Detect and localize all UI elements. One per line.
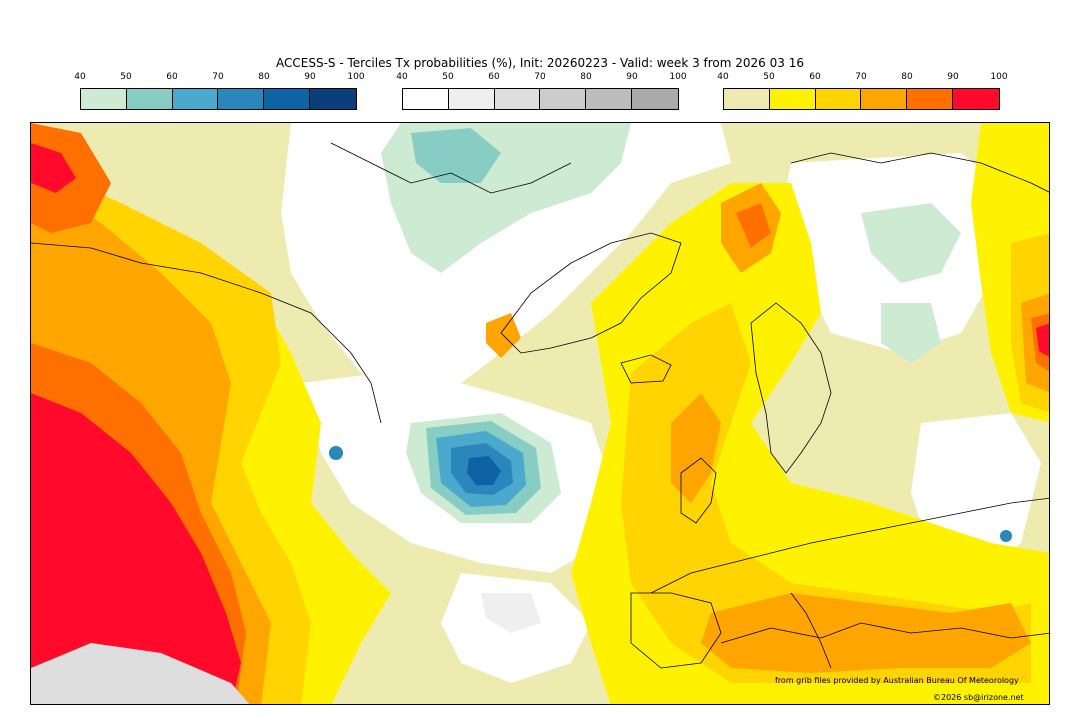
colorbar-swatch <box>126 89 173 109</box>
tick-label: 40 <box>74 72 86 82</box>
credit-source: from grib files provided by Australian B… <box>775 676 1019 685</box>
field-lightgreen-siberia <box>861 203 961 283</box>
colorbar-swatch <box>907 89 954 109</box>
probability-map: from grib files provided by Australian B… <box>30 122 1050 705</box>
coast-greenland <box>500 232 682 354</box>
colorbar-ticks-below: 40 50 60 70 80 90 100 <box>74 72 364 84</box>
tick-label: 40 <box>717 72 729 82</box>
tick-label: 90 <box>626 72 638 82</box>
tick-label: 100 <box>669 72 687 82</box>
probability-field <box>31 123 1049 704</box>
colorbar-swatch <box>494 89 541 109</box>
colorbar-swatch <box>540 89 587 109</box>
coast-canada <box>31 242 382 424</box>
tick-label: 70 <box>534 72 546 82</box>
tick-label: 80 <box>580 72 592 82</box>
tick-label: 60 <box>166 72 178 82</box>
colorbar-swatch <box>815 89 862 109</box>
field-red-east <box>1036 323 1049 357</box>
tick-label: 90 <box>947 72 959 82</box>
colorbar-swatch <box>632 89 678 109</box>
colorbar-swatch <box>403 89 449 109</box>
coast-europe <box>650 497 1049 594</box>
field-blue-spot-east <box>1000 530 1012 542</box>
field-teal-arctic <box>411 128 501 183</box>
field-red-west <box>31 393 241 704</box>
tick-label: 100 <box>990 72 1008 82</box>
tick-label: 80 <box>258 72 270 82</box>
field-orange-med <box>701 593 1031 673</box>
colorbar-swatch <box>586 89 633 109</box>
tick-label: 60 <box>809 72 821 82</box>
tick-label: 90 <box>304 72 316 82</box>
colorbar-swatch <box>769 89 816 109</box>
colorbar-ticks-near: 40 50 60 70 80 90 100 <box>396 72 686 84</box>
coast-italy <box>790 592 832 669</box>
field-lightgreen-urals <box>881 303 941 363</box>
field-grey-southwest <box>31 643 250 704</box>
colorbar-below-normal <box>80 88 357 110</box>
coast-scandinavia <box>750 302 832 474</box>
colorbar-swatch <box>448 89 495 109</box>
colorbar-swatch <box>172 89 219 109</box>
tick-label: 70 <box>212 72 224 82</box>
credit-copyright: ©2026 sb@irizone.net <box>933 693 1024 702</box>
tick-label: 100 <box>347 72 365 82</box>
colorbar-ticks-above: 40 50 60 70 80 90 100 <box>717 72 1007 84</box>
field-blue-spot-west <box>329 446 343 460</box>
tick-label: 40 <box>396 72 408 82</box>
field-grey-atlantic <box>481 593 541 633</box>
colorbar-swatch <box>953 89 999 109</box>
coast-mediterranean <box>720 622 1049 644</box>
coast-iceland <box>620 354 672 384</box>
tick-label: 60 <box>488 72 500 82</box>
field-deepblue-atlantic <box>467 456 501 485</box>
coast-siberia <box>790 152 1049 193</box>
colorbar-swatch <box>81 89 127 109</box>
coast-arctic-islands <box>330 142 572 194</box>
tick-label: 50 <box>120 72 132 82</box>
tick-label: 70 <box>855 72 867 82</box>
field-gold-europe <box>621 303 1031 683</box>
tick-label: 80 <box>901 72 913 82</box>
tick-label: 50 <box>763 72 775 82</box>
map-title: ACCESS-S - Terciles Tx probabilities (%)… <box>276 56 804 70</box>
tick-label: 50 <box>442 72 454 82</box>
colorbar-swatch <box>310 89 356 109</box>
field-darkorange-norway <box>736 203 771 248</box>
coast-iberia <box>630 592 722 669</box>
field-orange-europe <box>671 393 721 503</box>
coast-british-isles <box>680 457 717 524</box>
colorbar-swatch <box>264 89 311 109</box>
colorbar-near-normal <box>402 88 679 110</box>
colorbar-above-normal <box>723 88 1000 110</box>
colorbar-swatch <box>218 89 265 109</box>
field-red-north <box>31 143 76 193</box>
colorbar-swatch <box>724 89 770 109</box>
coastlines <box>31 142 1049 669</box>
colorbar-swatch <box>861 89 908 109</box>
